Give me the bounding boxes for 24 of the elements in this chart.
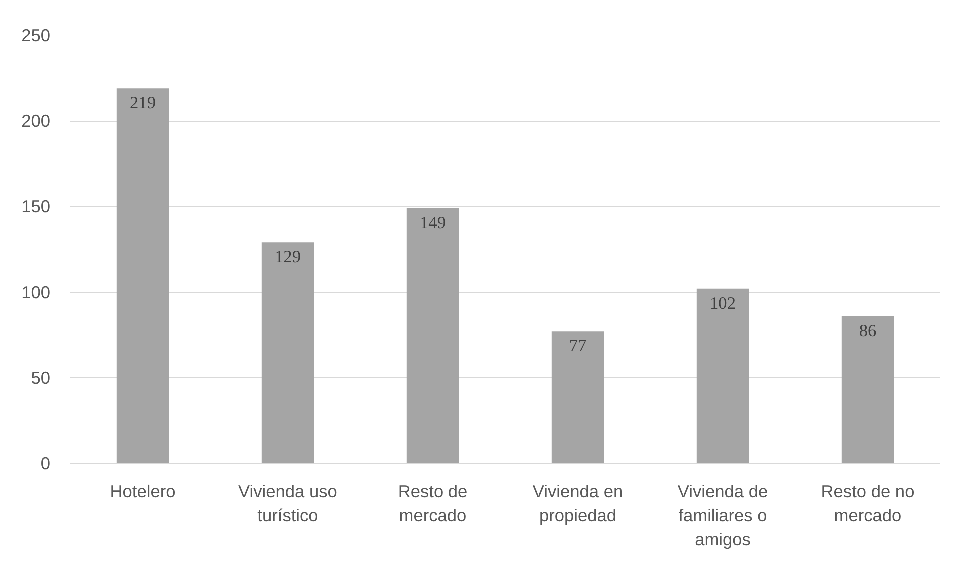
x-tick-label: Vivienda de familiares o amigos bbox=[678, 482, 768, 550]
data-label: 77 bbox=[569, 336, 587, 356]
bar bbox=[116, 88, 170, 464]
y-tick-label: 200 bbox=[22, 111, 51, 132]
x-tick-label: Hotelero bbox=[110, 482, 176, 502]
y-tick-label: 100 bbox=[22, 282, 51, 302]
bar bbox=[406, 208, 460, 464]
x-tick-label: Vivienda en propiedad bbox=[532, 482, 624, 526]
y-tick-label: 50 bbox=[31, 368, 51, 388]
x-tick-label: Resto de mercado bbox=[398, 482, 468, 526]
bar bbox=[552, 332, 604, 464]
y-tick-label: 150 bbox=[22, 196, 51, 217]
data-label: 102 bbox=[710, 294, 736, 313]
y-tick-label: 0 bbox=[40, 454, 51, 474]
x-tick-label: Vivienda uso turístico bbox=[238, 482, 338, 526]
data-label: 219 bbox=[130, 94, 156, 113]
bar bbox=[842, 316, 894, 464]
bar bbox=[262, 242, 314, 464]
x-tick-label: Resto de no mercado bbox=[821, 482, 915, 526]
data-label: 86 bbox=[859, 321, 877, 340]
y-tick-label: 250 bbox=[22, 26, 51, 46]
bar bbox=[696, 288, 750, 464]
data-label: 129 bbox=[275, 248, 302, 267]
data-label: 149 bbox=[420, 213, 446, 232]
